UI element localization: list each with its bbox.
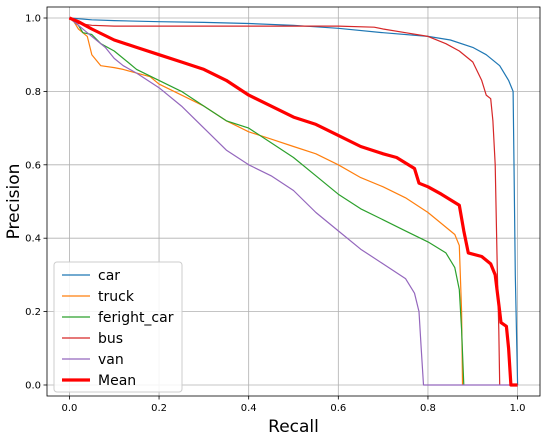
y-axis-label: Precision bbox=[4, 164, 24, 240]
plot-frame bbox=[46, 6, 541, 397]
ticks: 0.0 0.2 0.4 0.6 0.8 1.0 0.0 0.2 0.4 0.6 0.8 1.0 bbox=[25, 14, 525, 414]
legend-label: truck bbox=[98, 289, 135, 305]
x-tick-label: 0.2 bbox=[151, 403, 167, 414]
x-tick-label: 0.4 bbox=[241, 403, 257, 414]
y-tick-label: 0.4 bbox=[25, 234, 41, 245]
series-line-van bbox=[69, 17, 518, 386]
legend-label: van bbox=[98, 352, 124, 368]
series-line-bus bbox=[69, 17, 501, 386]
legend-label: Mean bbox=[98, 373, 136, 389]
x-tick-label: 0.0 bbox=[61, 403, 77, 414]
y-tick-label: 0.8 bbox=[25, 87, 41, 98]
legend-label: car bbox=[98, 268, 120, 284]
series-line-mean bbox=[68, 16, 518, 387]
y-tick-label: 0.0 bbox=[25, 380, 41, 391]
legend-label: feright_car bbox=[98, 310, 174, 326]
x-tick-label: 0.6 bbox=[330, 403, 346, 414]
x-tick-label: 0.8 bbox=[420, 403, 436, 414]
y-tick-label: 0.6 bbox=[25, 160, 41, 171]
legend-label: bus bbox=[98, 331, 123, 347]
series-line-truck bbox=[69, 17, 464, 386]
x-tick-label: 1.0 bbox=[510, 403, 526, 414]
x-axis-label: Recall bbox=[268, 417, 319, 436]
series-layer bbox=[68, 16, 519, 387]
y-tick-label: 1.0 bbox=[25, 14, 41, 25]
y-tick-label: 0.2 bbox=[25, 307, 41, 318]
